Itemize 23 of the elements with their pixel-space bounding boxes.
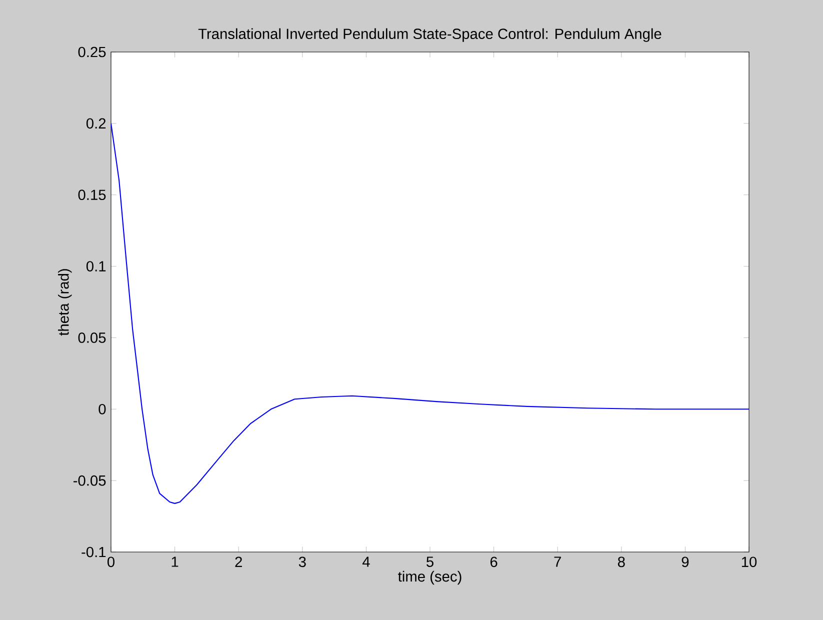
x-tick-label: 2 <box>235 556 242 567</box>
x-tick-label: 0 <box>107 556 114 568</box>
y-tick-label: 0.1 <box>86 261 106 272</box>
x-tick-label: 7 <box>554 556 561 567</box>
y-tick-label: 0.25 <box>78 46 106 58</box>
x-tick-label: 10 <box>742 556 757 568</box>
x-tick-label: 1 <box>172 556 178 567</box>
line-series <box>111 122 750 504</box>
x-tick-label: 3 <box>298 556 306 568</box>
x-tick-label: 8 <box>618 556 625 568</box>
chart-title: Translational Inverted Pendulum State-Space Control: Pendulum Angle <box>198 28 662 42</box>
y-axis-title: theta (rad) <box>58 269 72 336</box>
x-axis-title: time (sec) <box>398 570 462 585</box>
y-tick-label: 0.2 <box>86 118 106 129</box>
x-tick-label: 9 <box>682 556 689 568</box>
y-tick-label: -0.05 <box>74 475 106 486</box>
x-tick-label: 4 <box>362 556 370 567</box>
y-tick-label: 0.15 <box>78 190 106 200</box>
y-tick-label: 0.05 <box>78 332 106 343</box>
y-tick-label: 0 <box>98 404 106 414</box>
y-tick-label: -0.1 <box>82 546 106 558</box>
x-tick-label: 5 <box>426 556 434 567</box>
x-tick-label: 6 <box>490 556 498 568</box>
